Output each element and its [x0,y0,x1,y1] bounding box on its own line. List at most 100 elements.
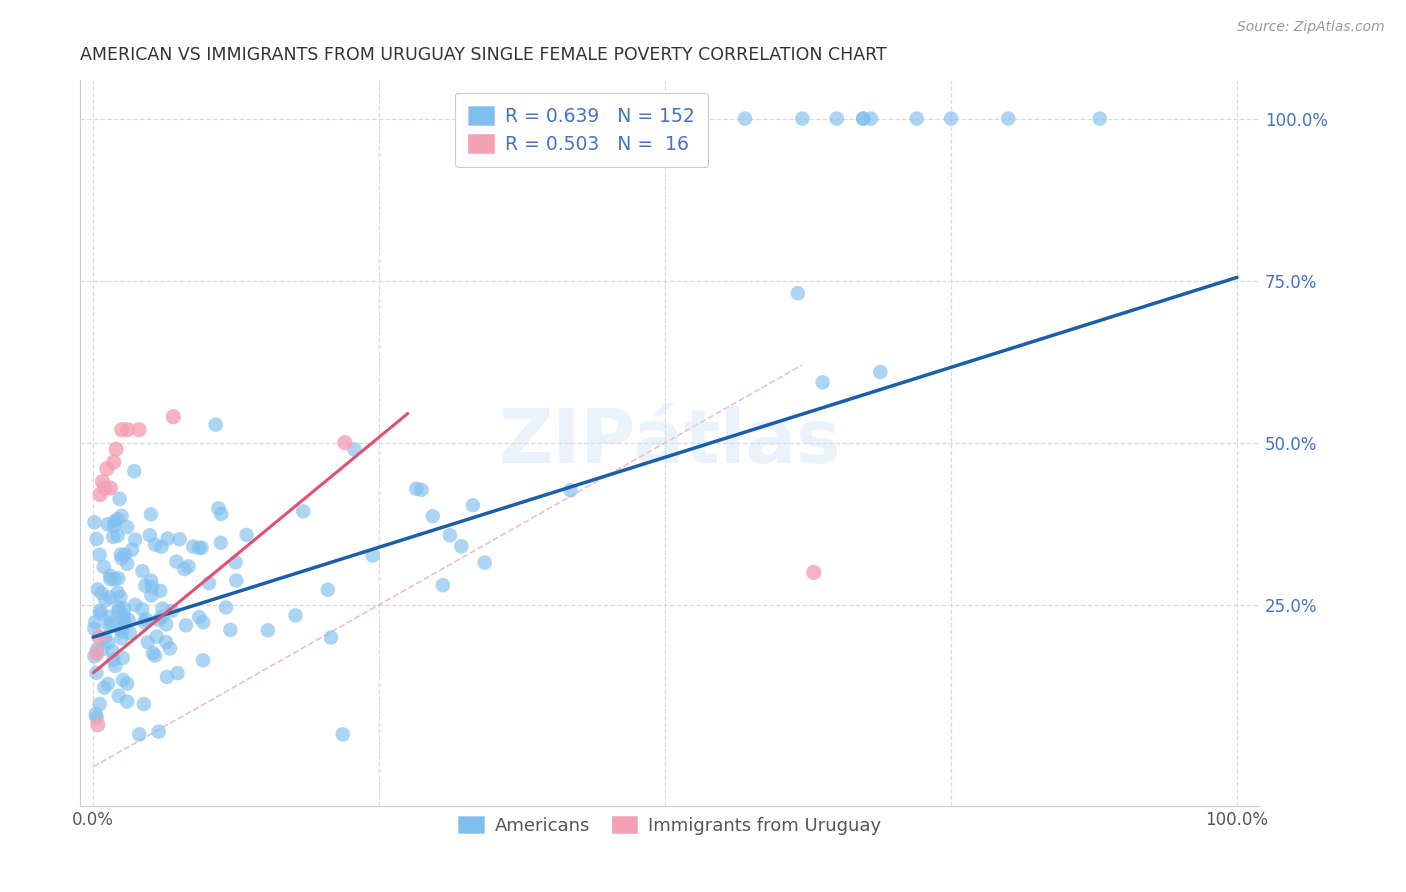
Point [87,717,110,731]
Point [162,409,184,424]
Point [432,578,454,592]
Point [124,464,146,478]
Point [112,601,135,615]
Point [149,583,172,598]
Point [90,586,112,600]
Point [93,481,115,495]
Point [110,590,132,604]
Point [100,481,122,495]
Point [422,509,444,524]
Point [166,555,188,569]
Point [852,112,875,126]
Point [145,630,167,644]
Point [91,642,114,657]
Point [115,676,138,690]
Point [89,697,111,711]
Point [128,727,150,741]
Point [997,112,1019,126]
Point [142,646,165,660]
Point [225,555,247,569]
Point [107,571,129,585]
Point [111,673,134,687]
Point [87,630,110,644]
Point [89,487,111,501]
Point [104,659,127,673]
Point [474,556,496,570]
Point [143,538,166,552]
Point [319,631,342,645]
Point [215,600,238,615]
Point [86,646,108,660]
Point [150,540,173,554]
Point [859,112,882,126]
Point [316,582,339,597]
Point [107,512,129,526]
Point [86,582,108,597]
Point [97,618,120,632]
Point [97,677,120,691]
Point [181,540,204,554]
Point [103,519,125,533]
Point [333,435,356,450]
Point [101,644,124,658]
Point [174,618,197,632]
Point [160,604,183,618]
Point [148,724,170,739]
Point [124,598,146,612]
Point [792,112,814,126]
Point [132,697,155,711]
Point [111,613,134,627]
Point [98,610,121,624]
Point [361,549,384,563]
Point [450,539,472,553]
Point [107,528,129,542]
Point [207,501,229,516]
Point [235,528,257,542]
Point [101,530,124,544]
Point [136,635,159,649]
Point [114,615,136,630]
Point [83,516,105,530]
Point [110,548,132,562]
Point [139,574,162,588]
Point [852,112,875,126]
Point [108,491,131,506]
Point [98,568,121,582]
Point [869,365,891,379]
Point [939,112,962,126]
Point [107,585,129,599]
Point [143,648,166,663]
Point [150,610,173,624]
Point [204,417,226,432]
Point [110,622,132,636]
Point [141,589,163,603]
Point [225,574,247,588]
Point [134,579,156,593]
Point [97,635,120,649]
Point [135,612,157,626]
Point [405,482,427,496]
Point [89,607,111,621]
Point [93,560,115,574]
Point [96,461,118,475]
Point [115,694,138,708]
Text: ZIPátlas: ZIPátlas [498,406,841,479]
Point [114,548,136,562]
Point [343,442,366,457]
Point [803,566,825,580]
Point [332,727,354,741]
Point [193,615,215,630]
Point [121,542,143,557]
Point [786,286,808,301]
Point [173,562,195,576]
Point [825,112,848,126]
Point [156,532,179,546]
Point [166,666,188,681]
Point [439,528,461,542]
Text: AMERICAN VS IMMIGRANTS FROM URUGUAY SINGLE FEMALE POVERTY CORRELATION CHART: AMERICAN VS IMMIGRANTS FROM URUGUAY SING… [80,46,886,64]
Point [190,541,212,555]
Point [117,423,139,437]
Point [560,483,582,498]
Point [155,635,177,649]
Legend: Americans, Immigrants from Uruguay: Americans, Immigrants from Uruguay [450,807,890,844]
